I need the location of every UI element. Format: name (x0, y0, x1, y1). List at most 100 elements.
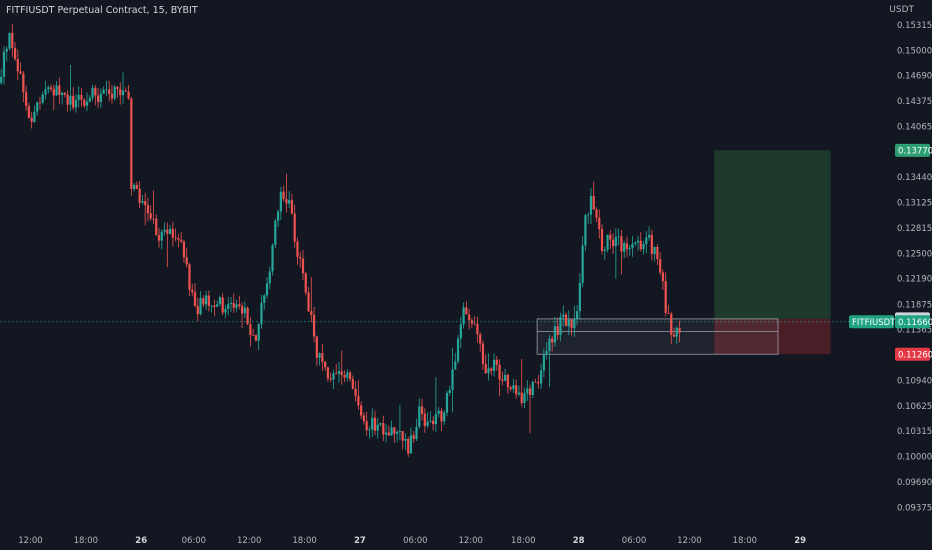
candle-body (138, 188, 141, 203)
candle (177, 234, 180, 248)
candle-body (595, 209, 598, 218)
stop-loss-badge-value: 0.11260 (898, 350, 932, 360)
candle (456, 335, 460, 364)
candle-body (578, 282, 581, 312)
candle (69, 65, 72, 112)
candle (240, 302, 244, 329)
candle-body (2, 51, 6, 77)
candle-body (130, 98, 133, 190)
candle (102, 86, 105, 95)
candle (307, 286, 310, 312)
candle-body (429, 420, 432, 422)
candle (216, 301, 219, 307)
candle (354, 381, 357, 402)
candle (135, 181, 138, 190)
candle (113, 84, 116, 101)
price-tick-label: 0.12190 (897, 275, 932, 285)
time-tick-label: 06:00 (622, 536, 647, 546)
candle (628, 245, 631, 256)
candle-body (581, 245, 584, 283)
candle (204, 290, 208, 311)
take-profit-badge-value: 0.13770 (898, 146, 932, 156)
candle (437, 406, 440, 418)
candle-body (188, 264, 191, 290)
candle (351, 375, 354, 390)
price-axis[interactable]: 0.15315 0.15000 0.14690 0.14375 0.14065 0.134… (897, 21, 932, 514)
candle-body (659, 259, 662, 273)
candle-body (207, 295, 210, 306)
time-tick-label: 26 (135, 536, 147, 546)
candle (504, 368, 507, 382)
time-tick-label: 27 (354, 536, 366, 546)
candle (318, 352, 321, 366)
candle (235, 299, 238, 312)
candle-body (166, 229, 169, 234)
price-tick-label: 0.12815 (897, 224, 932, 234)
candle-body (332, 373, 335, 380)
candle (22, 71, 25, 103)
candle (540, 364, 543, 389)
candle (432, 416, 435, 431)
candle-body (263, 295, 266, 303)
candle-body (124, 90, 127, 92)
candle (85, 92, 89, 112)
candle-body (351, 379, 354, 389)
candle (501, 371, 504, 386)
candle-body (504, 374, 507, 381)
candle (343, 370, 346, 383)
candle-body (110, 93, 114, 99)
candle-body (288, 200, 291, 204)
stop-loss-badge: 0.11260 (895, 347, 932, 361)
candle (656, 244, 659, 266)
time-axis[interactable]: 12:00 18:00 26 06:00 12:00 18:00 27 06:00 12:00 1… (18, 536, 806, 546)
candle-body (19, 71, 22, 74)
candle (390, 420, 393, 437)
candle-body (650, 234, 653, 254)
candle (257, 322, 260, 350)
candle-body (512, 385, 515, 390)
candle (650, 229, 653, 261)
candle (598, 209, 601, 239)
candle (293, 204, 296, 248)
candle (542, 348, 545, 378)
candle (476, 317, 479, 343)
candle-body (229, 302, 233, 305)
candle (246, 306, 249, 326)
candle (398, 404, 401, 441)
candle (672, 327, 676, 338)
candle (423, 408, 426, 433)
candle (492, 353, 496, 377)
candle-body (157, 235, 161, 241)
candle-body (379, 423, 382, 425)
candle (451, 347, 454, 413)
candle-body (235, 304, 238, 308)
candle-body (171, 229, 174, 238)
candle-body (77, 94, 80, 100)
candle (647, 226, 651, 241)
candle (27, 102, 30, 119)
time-tick-label: 29 (794, 536, 806, 546)
candle (636, 235, 640, 251)
candle (166, 222, 169, 268)
candle-body (61, 92, 64, 96)
candle-body (121, 90, 125, 96)
candle-body (238, 304, 241, 306)
candle-body (598, 217, 601, 230)
candle (52, 84, 55, 111)
candle-body (243, 307, 246, 314)
candle-body (459, 324, 462, 339)
candle (384, 424, 388, 443)
stop-loss-badge-bg (895, 347, 930, 361)
candle (426, 412, 429, 429)
candle-body (91, 87, 94, 98)
candle (0, 68, 3, 85)
candle-body (163, 229, 166, 232)
candle-body (634, 242, 637, 244)
candle-body (49, 87, 53, 90)
candle-body (454, 361, 457, 370)
candle-body (335, 373, 338, 375)
candle (265, 277, 269, 299)
candle (124, 87, 127, 92)
candle-body (456, 338, 460, 362)
